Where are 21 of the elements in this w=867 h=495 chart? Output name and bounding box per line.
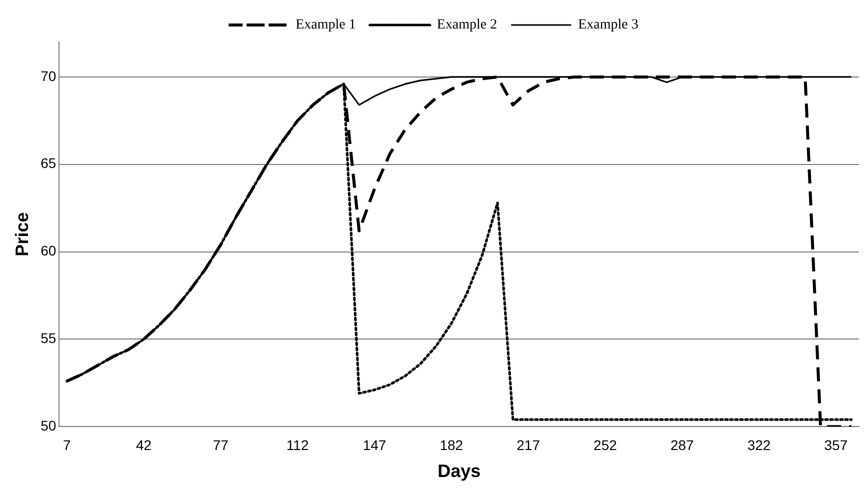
x-tick-label: 147	[362, 436, 386, 453]
x-tick-label: 42	[136, 436, 152, 453]
legend-label: Example 2	[436, 18, 498, 33]
x-tick-label: 217	[516, 436, 540, 453]
x-tick-label: 7	[62, 436, 71, 453]
y-tick-label: 50	[40, 417, 56, 434]
y-tick-label: 55	[40, 330, 56, 346]
legend-label: Example 3	[578, 18, 638, 33]
y-tick-label: 60	[40, 242, 56, 259]
x-tick-label: 287	[670, 436, 694, 453]
y-tick-label: 70	[40, 68, 56, 84]
y-tick-label: 65	[40, 155, 56, 172]
x-tick-label: 357	[824, 436, 848, 453]
y-axis-title: Price	[12, 212, 32, 256]
x-tick-label: 182	[440, 436, 464, 453]
x-axis-title: Days	[438, 461, 481, 482]
x-tick-label: 112	[286, 436, 309, 453]
x-tick-label: 322	[747, 436, 771, 453]
x-tick-label: 77	[212, 436, 229, 453]
x-tick-label: 252	[594, 436, 618, 453]
legend-label: Example 1	[296, 18, 356, 33]
